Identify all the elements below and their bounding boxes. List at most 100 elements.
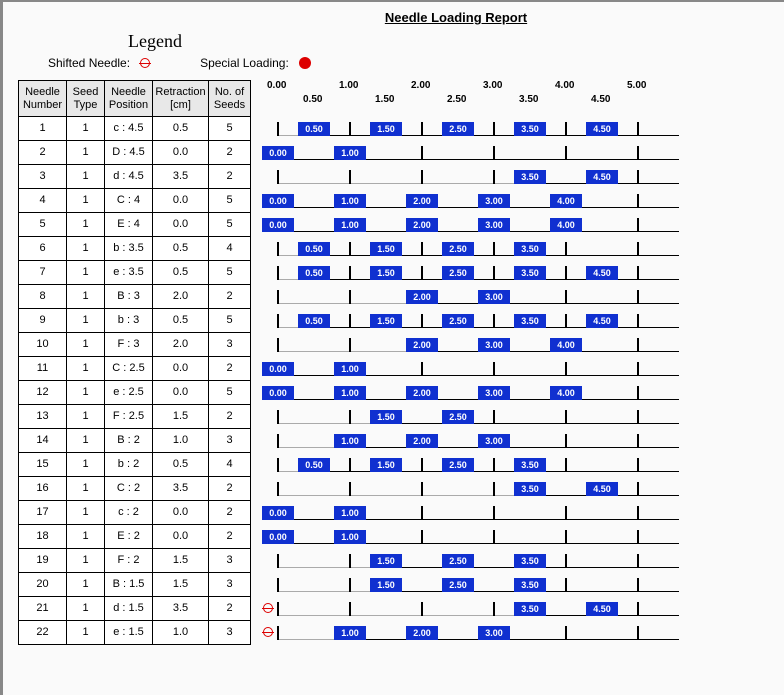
chart-tick [637,602,639,616]
chart-tick [637,338,639,352]
chart-tick [277,170,279,184]
chart-tick [637,146,639,160]
chart-tick [349,266,351,280]
chart-tick [277,410,279,424]
table-cell: 1 [67,333,105,357]
chart-tick [421,242,423,256]
chart-tick [637,314,639,328]
table-cell: 0.0 [153,381,209,405]
table-row: 141B : 21.03 [19,429,251,453]
table-cell: 3 [209,429,251,453]
table-cell: 17 [19,501,67,525]
table-cell: 21 [19,597,67,621]
table-cell: 16 [19,477,67,501]
seed-marker: 2.50 [442,122,474,136]
chart-tick [277,434,279,448]
seed-marker: 0.50 [298,458,330,472]
chart-tick [565,458,567,472]
table-row: 11c : 4.50.55 [19,117,251,141]
chart-tick [421,602,423,616]
seed-marker: 0.00 [262,506,294,520]
table-cell: C : 2.5 [105,357,153,381]
table-cell: 2 [209,525,251,549]
chart-tick [493,530,495,544]
table-cell: 20 [19,573,67,597]
table-cell: 14 [19,429,67,453]
table-cell: F : 2 [105,549,153,573]
table-cell: 0.0 [153,141,209,165]
table-cell: E : 4 [105,213,153,237]
chart-tick [421,482,423,496]
chart-tick [277,482,279,496]
chart-tick [637,386,639,400]
chart-tick [493,146,495,160]
chart-row: 3.504.50 [259,596,679,620]
chart-tick [349,170,351,184]
chart-tick [565,626,567,640]
seed-marker: 2.00 [406,434,438,448]
seed-marker: 2.00 [406,338,438,352]
table-cell: 2.0 [153,333,209,357]
seed-marker: 1.50 [370,458,402,472]
table-cell: 1 [67,549,105,573]
table-cell: E : 2 [105,525,153,549]
table-cell: 3 [209,549,251,573]
chart-tick [637,194,639,208]
seed-marker: 1.50 [370,410,402,424]
axis-tick-label: 5.00 [627,80,646,91]
axis-tick-label: 3.50 [519,94,538,105]
table-cell: b : 3.5 [105,237,153,261]
chart-row: 0.501.502.503.50 [259,236,679,260]
shifted-needle-label: Shifted Needle: [48,56,130,70]
table-cell: d : 4.5 [105,165,153,189]
table-cell: B : 3 [105,285,153,309]
table-row: 191F : 21.53 [19,549,251,573]
col-seed-type: Seed Type [67,81,105,117]
chart-tick [637,554,639,568]
seed-marker: 3.00 [478,626,510,640]
seed-marker: 4.50 [586,314,618,328]
col-no-seeds: No. of Seeds [209,81,251,117]
chart-tick [565,410,567,424]
chart-row: 0.001.002.003.004.00 [259,212,679,236]
chart-row: 1.002.003.00 [259,428,679,452]
shifted-needle-icon [263,627,273,637]
chart-row: 0.501.502.503.504.50 [259,260,679,284]
chart-tick [349,458,351,472]
table-cell: 2 [19,141,67,165]
chart-row: 0.501.502.503.50 [259,452,679,476]
chart-row: 0.00 1.00 [259,500,679,524]
seed-marker: 1.00 [334,506,366,520]
table-cell: 1.5 [153,573,209,597]
table-cell: 10 [19,333,67,357]
table-cell: 5 [209,213,251,237]
table-cell: B : 1.5 [105,573,153,597]
chart-tick [637,170,639,184]
chart-tick [637,434,639,448]
table-cell: 1.5 [153,405,209,429]
table-cell: 8 [19,285,67,309]
chart-tick [421,314,423,328]
seed-marker: 2.00 [406,290,438,304]
chart-row: 2.003.00 [259,284,679,308]
seed-marker: 1.00 [334,626,366,640]
seed-marker: 4.50 [586,602,618,616]
axis-tick-label: 4.50 [591,94,610,105]
table-cell: 1 [67,357,105,381]
seed-marker: 0.00 [262,362,294,376]
table-cell: 3.5 [153,597,209,621]
seed-marker: 2.00 [406,386,438,400]
seed-marker: 4.00 [550,338,582,352]
table-cell: C : 4 [105,189,153,213]
chart-tick [637,266,639,280]
chart-tick [637,290,639,304]
table-cell: 4 [209,453,251,477]
table-cell: 12 [19,381,67,405]
table-cell: 1 [67,141,105,165]
seed-marker: 4.50 [586,266,618,280]
chart-tick [349,338,351,352]
table-cell: 22 [19,621,67,645]
table-cell: 18 [19,525,67,549]
chart-tick [349,602,351,616]
seed-marker: 1.50 [370,122,402,136]
